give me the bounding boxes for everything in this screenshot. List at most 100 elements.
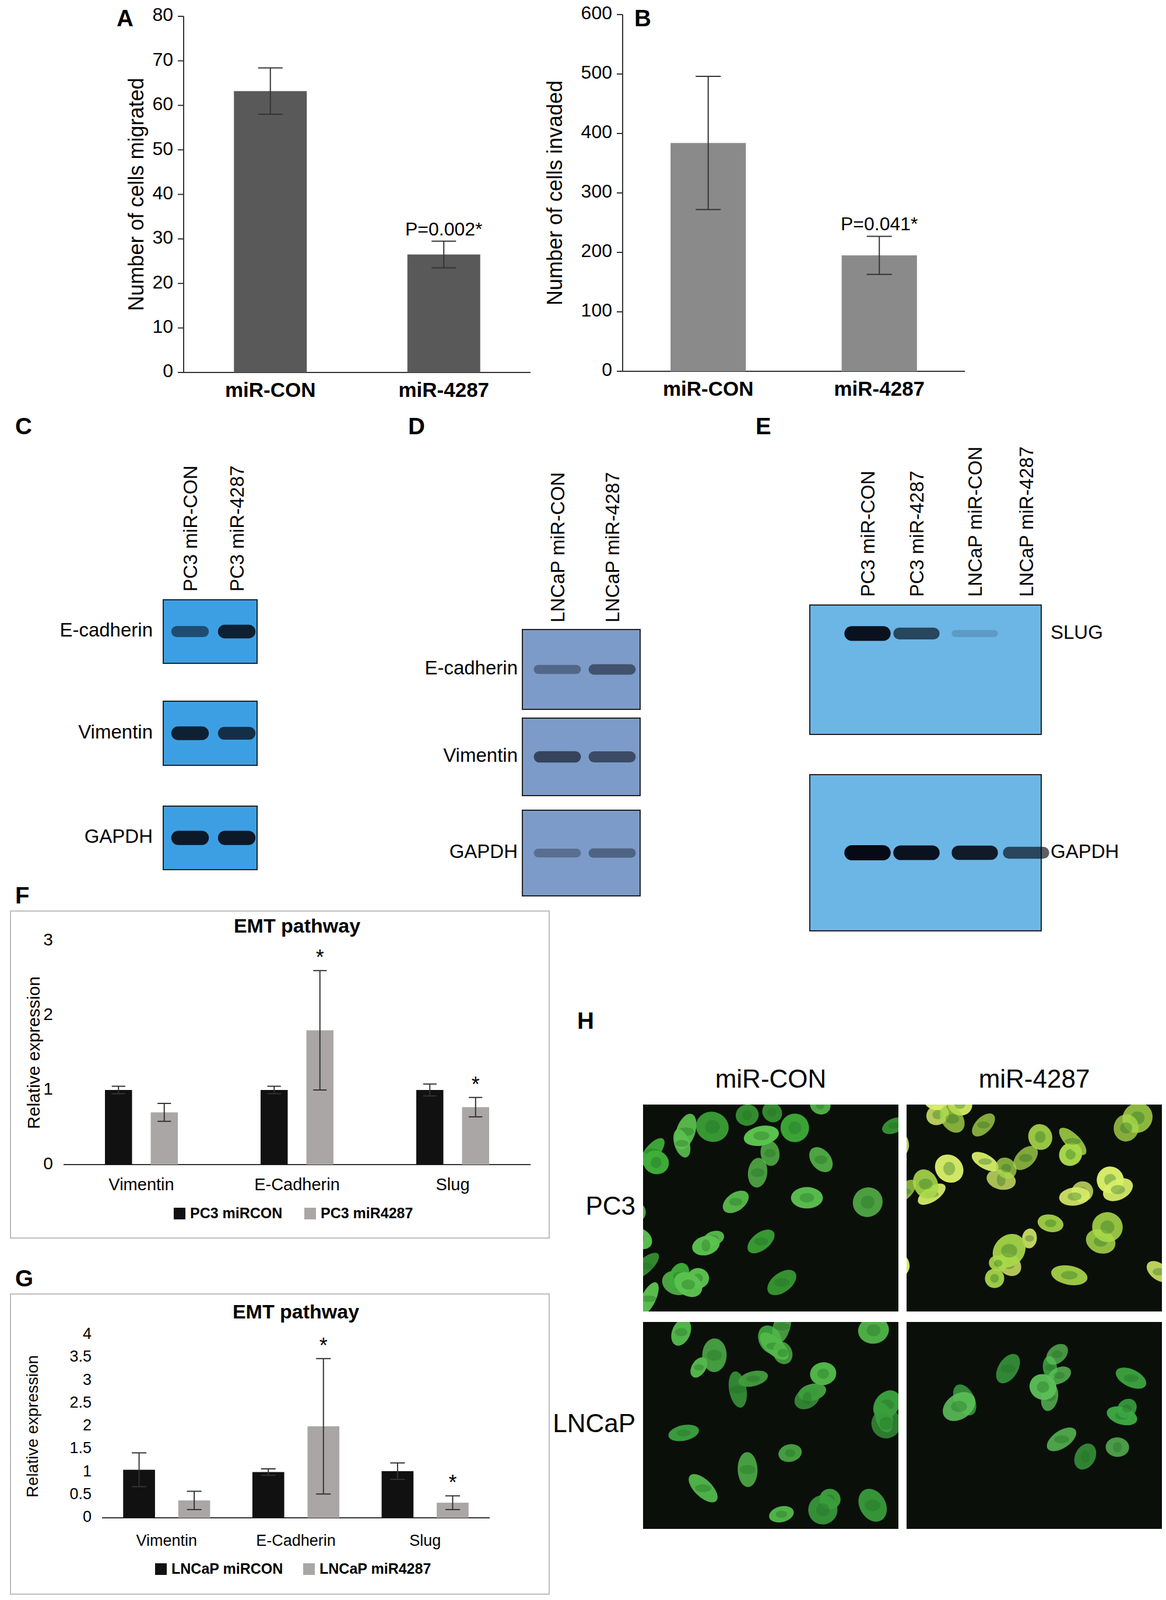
nucleus	[1053, 1372, 1065, 1380]
nucleus	[1110, 1185, 1125, 1195]
nucleus	[706, 1350, 722, 1362]
y-tick	[177, 238, 184, 240]
cell	[776, 1442, 804, 1465]
cell	[1042, 1339, 1073, 1369]
panel-letter: F	[15, 882, 30, 909]
cell	[967, 1109, 1000, 1141]
y-axis-label: Number of cells migrated	[124, 77, 149, 311]
error-cap	[267, 1093, 282, 1095]
image-background	[643, 1104, 899, 1312]
error-cap	[131, 1486, 147, 1488]
cell	[643, 1196, 650, 1227]
cell	[643, 1147, 673, 1179]
blot-strip	[522, 810, 641, 897]
error-cap	[468, 1116, 483, 1118]
blot-band	[534, 751, 582, 764]
nucleus	[750, 1168, 765, 1178]
nucleus	[1119, 1122, 1133, 1134]
nucleus	[943, 1161, 955, 1176]
blot-strip	[809, 605, 1042, 735]
nucleus	[1112, 1442, 1122, 1453]
y-tick-label: 30	[152, 226, 174, 248]
error-cap	[261, 1474, 276, 1477]
y-tick	[616, 311, 623, 313]
row-label: GAPDH	[84, 825, 153, 848]
blot-band	[844, 845, 891, 861]
category-label: miR-CON	[225, 378, 316, 402]
blot-band	[844, 626, 891, 641]
cell	[846, 1181, 889, 1224]
y-tick	[177, 60, 184, 62]
figure: A01020304050607080Number of cells migrat…	[0, 0, 1166, 1600]
cell	[762, 1265, 802, 1301]
nucleus	[906, 1188, 912, 1195]
nucleus	[866, 1324, 881, 1337]
error-bar	[390, 1463, 405, 1480]
cells	[906, 1104, 1162, 1306]
nucleus	[1061, 1271, 1078, 1281]
cell	[1111, 1112, 1141, 1144]
cell	[804, 1142, 838, 1178]
chart-title: EMT pathway	[233, 914, 361, 937]
blot-band	[218, 830, 256, 845]
nucleus	[1064, 1138, 1081, 1146]
significance-label: P=0.002*	[405, 218, 483, 240]
legend-label: PC3 miR4287	[320, 1205, 413, 1222]
y-tick-label: 0	[43, 1153, 54, 1173]
cell	[643, 1248, 663, 1284]
image-background	[906, 1104, 1162, 1312]
y-tick-label: 50	[152, 138, 174, 160]
cell	[937, 1386, 982, 1428]
error-bar	[695, 76, 721, 210]
cell	[1098, 1173, 1137, 1206]
nucleus	[643, 1232, 645, 1245]
error-bar	[111, 1086, 126, 1095]
y-tick	[177, 371, 184, 374]
blot-band	[1002, 847, 1049, 859]
legend-label: PC3 miRCON	[190, 1205, 283, 1222]
error-bar	[423, 1084, 437, 1097]
cell	[906, 1151, 909, 1173]
error-cap	[315, 1358, 331, 1360]
cell	[667, 1322, 695, 1350]
nucleus	[1034, 1131, 1046, 1144]
error-cap	[390, 1462, 405, 1464]
nucleus	[746, 1375, 760, 1383]
error-bar	[315, 1358, 331, 1495]
nucleus	[918, 1178, 933, 1190]
lane-label: LNCaP miR-4287	[1015, 446, 1038, 597]
y-tick-label: 500	[581, 61, 613, 83]
cell	[1024, 1370, 1062, 1406]
nucleus	[701, 1239, 711, 1253]
cell	[718, 1186, 754, 1218]
error-line	[117, 1086, 119, 1095]
nucleus	[816, 1104, 825, 1111]
nucleus	[1044, 1219, 1057, 1228]
nucleus	[739, 1465, 756, 1475]
micrograph-image	[598, 1307, 906, 1531]
y-tick	[177, 327, 184, 329]
error-bar	[313, 970, 327, 1091]
panel-letter: B	[634, 5, 652, 31]
error-line	[429, 1084, 431, 1097]
error-cap	[695, 209, 721, 211]
legend-label: LNCaP miRCON	[171, 1560, 283, 1578]
cell	[991, 1349, 1025, 1388]
panel-letter: H	[577, 1008, 595, 1034]
row-label: E-cadherin	[424, 657, 518, 679]
panel-letter: A	[116, 5, 134, 31]
significance-label: *	[319, 1333, 328, 1358]
error-line	[475, 1097, 477, 1118]
nucleus	[945, 1114, 960, 1125]
nucleus	[1123, 1374, 1139, 1383]
nucleus	[861, 1195, 875, 1210]
western-blot: CPC3 miR-CONPC3 miR-4287E-cadherinViment…	[15, 413, 258, 870]
western-blot: EPC3 miR-CONPC3 miR-4287LNCaP miR-CONLNC…	[755, 413, 1119, 932]
nucleus	[650, 1156, 662, 1169]
legend-item: LNCaP miR4287	[303, 1560, 431, 1578]
error-line	[193, 1491, 195, 1510]
panel-letter: G	[15, 1265, 34, 1292]
error-line	[322, 1358, 325, 1495]
row-label: SLUG	[1050, 621, 1104, 644]
legend-swatch	[155, 1563, 167, 1576]
